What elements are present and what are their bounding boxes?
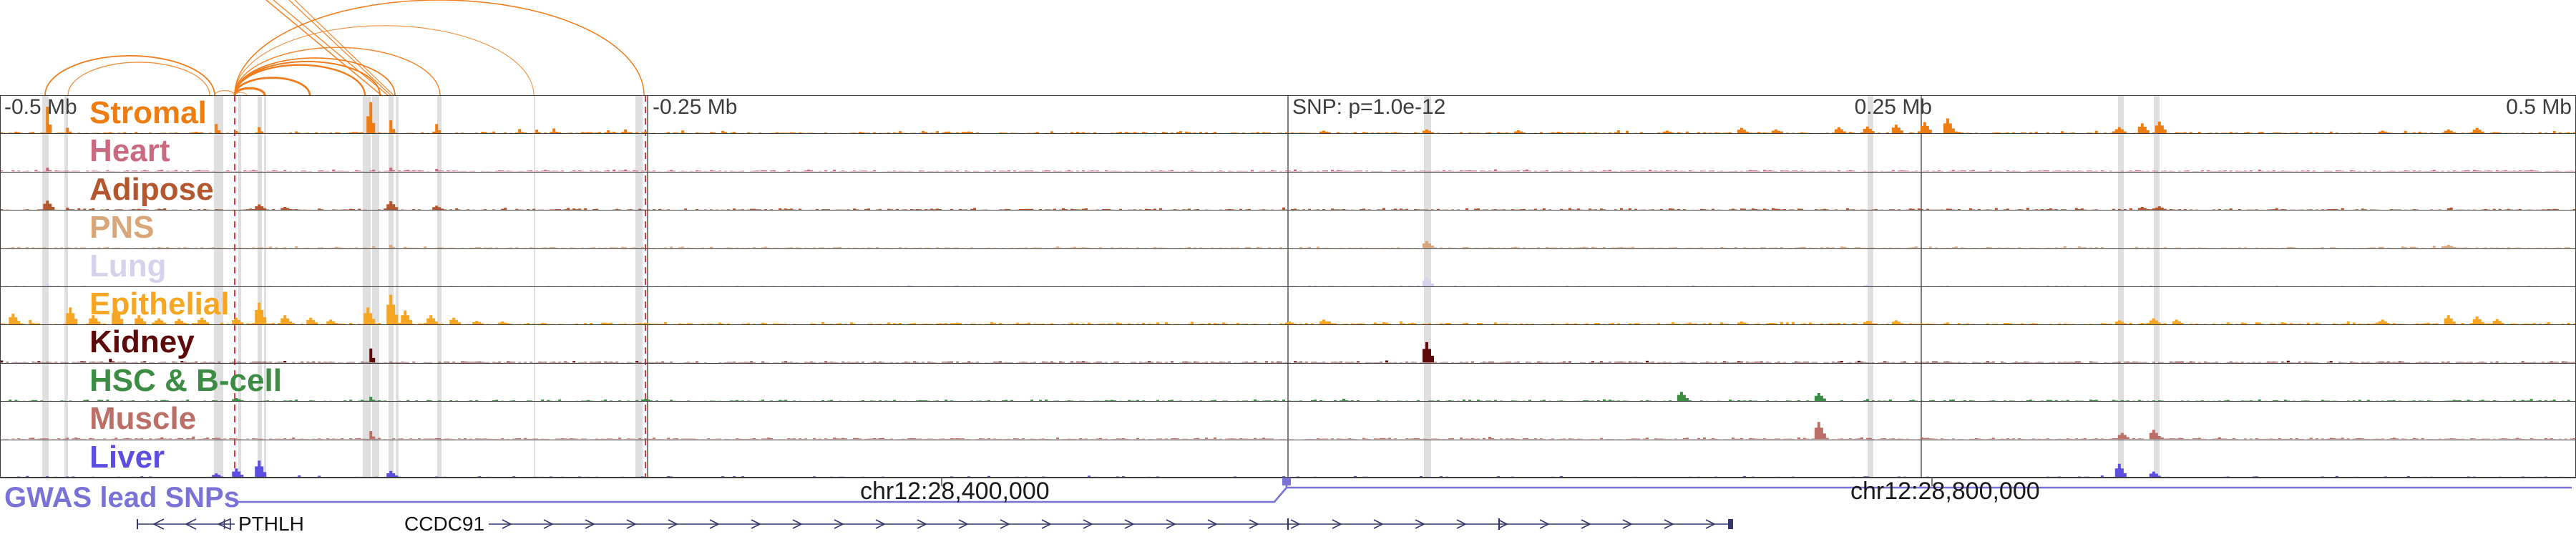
- svg-text:PTHLH: PTHLH: [238, 513, 304, 535]
- svg-text:CCDC91: CCDC91: [404, 513, 484, 535]
